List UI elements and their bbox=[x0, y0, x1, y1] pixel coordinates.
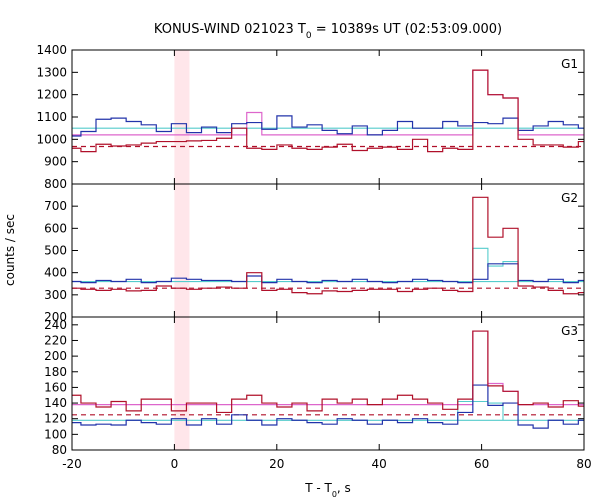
panel-plot-area bbox=[72, 317, 584, 450]
x-tick-label: -20 bbox=[62, 457, 82, 471]
panel-plot-area bbox=[72, 50, 584, 184]
series-blue-histogram bbox=[72, 115, 584, 137]
x-tick-label: 20 bbox=[269, 457, 284, 471]
panel-g1: 800 900 1000 1100 1200 1300 1400 G1 bbox=[36, 43, 585, 191]
chart-title: KONUS-WIND 021023 T0 = 10389s UT (02:53:… bbox=[154, 22, 502, 41]
y-tick-label: 240 bbox=[44, 318, 67, 332]
y-tick-label: 500 bbox=[44, 244, 67, 258]
y-tick-label: 1000 bbox=[36, 132, 67, 146]
highlight-band bbox=[174, 184, 190, 317]
series-magenta-histogram bbox=[72, 69, 584, 136]
y-axis-label: counts / sec bbox=[3, 214, 17, 286]
y-tick-label: 800 bbox=[44, 177, 67, 191]
series-magenta-histogram bbox=[72, 330, 584, 406]
series-blue-histogram bbox=[72, 263, 584, 284]
highlight-band bbox=[174, 50, 190, 184]
y-tick-label: 300 bbox=[44, 288, 67, 302]
panel-plot-area bbox=[72, 184, 584, 317]
y-tick-label: 900 bbox=[44, 155, 67, 169]
panel-frame bbox=[71, 183, 585, 318]
y-tick-label: 100 bbox=[44, 427, 67, 441]
y-tick-label: 1300 bbox=[36, 65, 67, 79]
y-tick-label: 200 bbox=[44, 349, 67, 363]
y-tick-label: 400 bbox=[44, 266, 67, 280]
plot-layer: 80090010001100120013001400G1200300400500… bbox=[36, 43, 591, 471]
series-red-histogram bbox=[72, 69, 584, 153]
panel-label: G2 bbox=[561, 191, 578, 205]
y-tick-label: 220 bbox=[44, 333, 67, 347]
y-tick-label: 160 bbox=[44, 380, 67, 394]
y-tick-label: 1100 bbox=[36, 110, 67, 124]
highlight-band bbox=[174, 317, 190, 450]
y-tick-label: 180 bbox=[44, 365, 67, 379]
series-blue-histogram bbox=[72, 384, 584, 429]
x-tick-label: 40 bbox=[372, 457, 387, 471]
y-tick-label: 700 bbox=[44, 199, 67, 213]
panel-label: G1 bbox=[561, 57, 578, 71]
cyan-burst-histogram bbox=[472, 247, 519, 282]
x-tick-label: 0 bbox=[171, 457, 179, 471]
panel-label: G3 bbox=[561, 324, 578, 338]
y-tick-label: 140 bbox=[44, 396, 67, 410]
y-tick-label: 200 bbox=[44, 310, 67, 324]
y-tick-label: 80 bbox=[52, 443, 67, 457]
panel-frame bbox=[71, 316, 585, 451]
series-red-histogram bbox=[72, 196, 584, 295]
panel-g2: 200 300 400 500 600 700 G2 bbox=[44, 183, 585, 324]
x-tick-label: 60 bbox=[474, 457, 489, 471]
y-tick-label: 600 bbox=[44, 221, 67, 235]
series-red-histogram bbox=[72, 330, 584, 414]
y-tick-label: 1400 bbox=[36, 43, 67, 57]
y-tick-label: 1200 bbox=[36, 88, 67, 102]
y-tick-label: 120 bbox=[44, 412, 67, 426]
x-axis-label: T - T0, s bbox=[304, 481, 351, 499]
panel-frame bbox=[71, 49, 585, 185]
x-tick-label: 80 bbox=[576, 457, 591, 471]
